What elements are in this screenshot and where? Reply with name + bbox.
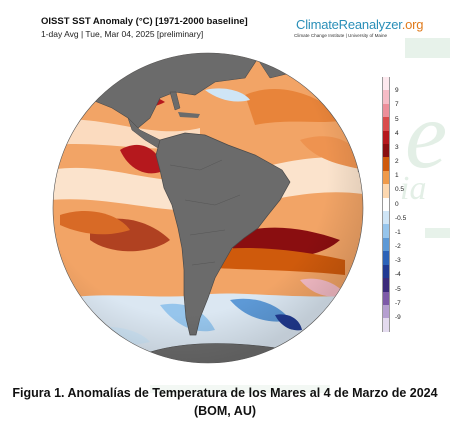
colorbar-segment bbox=[382, 170, 390, 185]
colorbar-tick-label: -2 bbox=[395, 243, 401, 250]
watermark-band bbox=[425, 228, 450, 238]
colorbar-tick-label: 9 bbox=[395, 87, 399, 95]
colorbar-tick-label: 5 bbox=[395, 115, 399, 123]
colorbar-tick-label: 1 bbox=[395, 172, 399, 180]
colorbar-segment bbox=[382, 304, 390, 319]
colorbar-segment bbox=[382, 157, 390, 171]
brand-logo: ClimateReanalyzer.org bbox=[296, 17, 424, 32]
colorbar-segment bbox=[382, 144, 390, 158]
colorbar-segment bbox=[382, 184, 390, 198]
watermark-band bbox=[405, 38, 450, 58]
colorbar-segment bbox=[382, 130, 390, 145]
colorbar bbox=[382, 77, 390, 332]
colorbar-tick-label: -9 bbox=[395, 313, 401, 321]
colorbar-tick-label: 2 bbox=[395, 158, 399, 165]
colorbar-labels: 9 7 5 4 3 2 1 0.5 0 -0.5 -1 -2 -3 -4 -5 -7 -9 bbox=[395, 77, 417, 332]
figure-caption: Figura 1. Anomalías de Temperatura de lo… bbox=[12, 386, 438, 400]
colorbar-segment bbox=[382, 251, 390, 265]
colorbar-segment bbox=[382, 211, 390, 225]
colorbar-segment bbox=[382, 264, 390, 279]
colorbar-segment bbox=[382, 278, 390, 292]
colorbar-segment bbox=[382, 318, 390, 332]
colorbar-tick-label: 7 bbox=[395, 101, 399, 109]
colorbar-tick-label: -5 bbox=[395, 285, 401, 293]
colorbar-segment bbox=[382, 237, 390, 252]
colorbar-segment bbox=[382, 117, 390, 131]
colorbar-tick-label: -0.5 bbox=[395, 214, 407, 222]
globe-outline bbox=[52, 52, 364, 364]
watermark-letters: ia bbox=[400, 170, 427, 207]
colorbar-segment bbox=[382, 224, 390, 238]
colorbar-segment bbox=[382, 103, 390, 118]
brand-institution: Climate Change Institute | University of… bbox=[294, 33, 388, 38]
watermark-letter: e bbox=[405, 82, 448, 188]
colorbar-tick-label: 4 bbox=[395, 129, 399, 137]
watermark-band bbox=[150, 385, 330, 393]
colorbar-segment bbox=[382, 291, 390, 305]
colorbar-segment bbox=[382, 77, 390, 91]
colorbar-tick-label: -4 bbox=[395, 271, 401, 279]
colorbar-tick-label: 0 bbox=[395, 200, 399, 208]
colorbar-segment bbox=[382, 197, 390, 212]
colorbar-tick-label: 3 bbox=[395, 143, 399, 151]
map-title: OISST SST Anomaly (°C) [1971-2000 baseli… bbox=[41, 16, 248, 27]
colorbar-tick-label: -3 bbox=[395, 257, 401, 265]
colorbar-segment bbox=[382, 90, 390, 104]
figure-caption-source: (BOM, AU) bbox=[193, 404, 257, 418]
map-subtitle: 1-day Avg | Tue, Mar 04, 2025 [prelimina… bbox=[41, 29, 204, 39]
brand-domain: .org bbox=[401, 17, 424, 32]
colorbar-tick-label: -1 bbox=[395, 228, 401, 236]
colorbar-tick-label: -7 bbox=[395, 299, 401, 307]
colorbar-tick-label: 0.5 bbox=[395, 186, 405, 194]
brand-name: ClimateReanalyzer bbox=[296, 17, 402, 32]
